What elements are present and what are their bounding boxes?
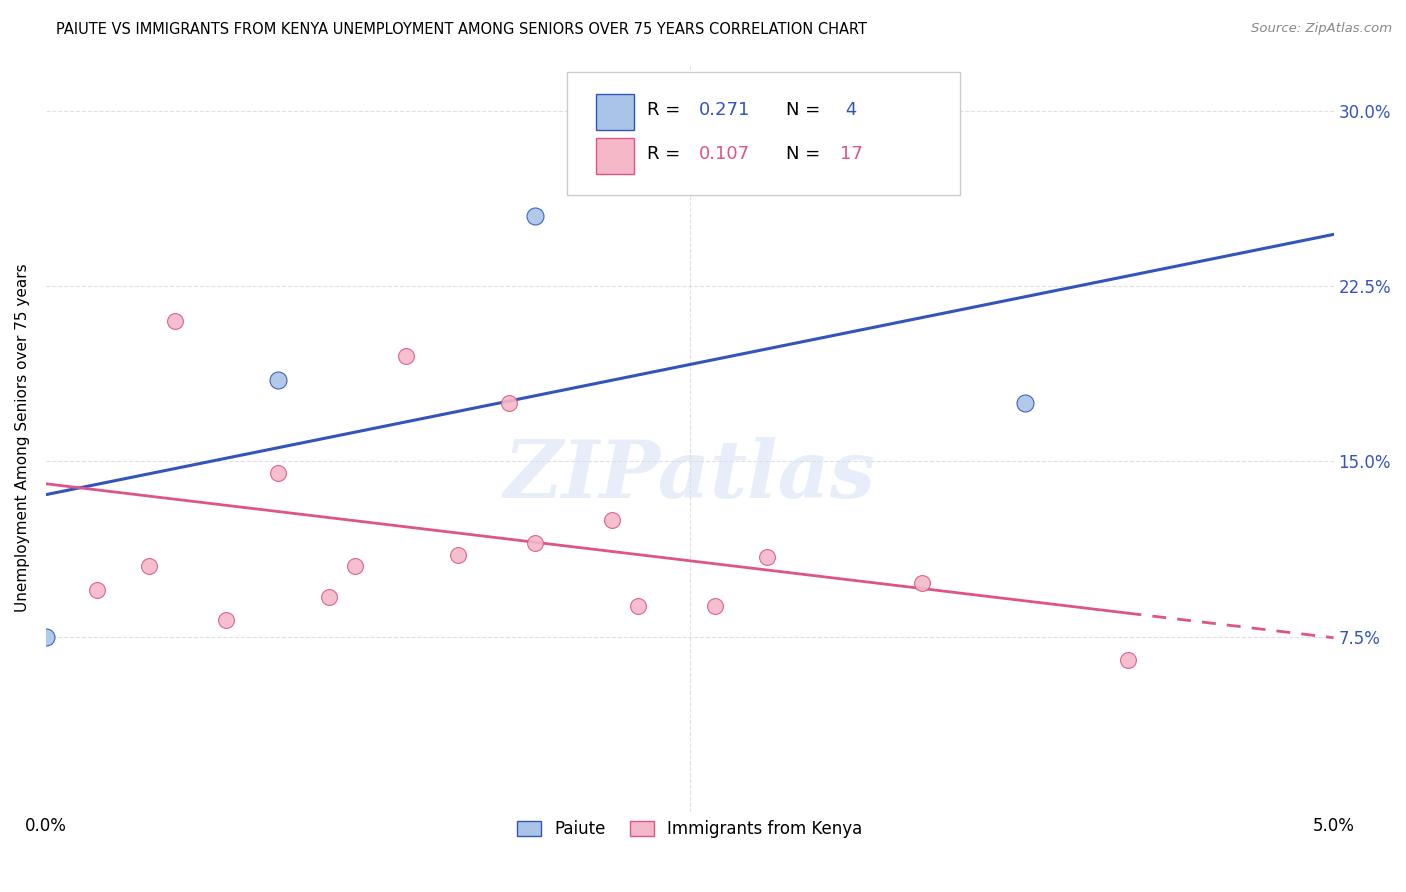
Point xyxy=(86,582,108,597)
Point xyxy=(524,536,547,550)
Point xyxy=(163,314,186,328)
Point xyxy=(1014,396,1036,410)
Point xyxy=(498,396,520,410)
Point xyxy=(910,575,932,590)
Point xyxy=(267,466,290,480)
Point xyxy=(267,372,290,386)
Point xyxy=(138,559,160,574)
Point xyxy=(318,590,340,604)
Text: 17: 17 xyxy=(841,145,863,163)
Point xyxy=(524,209,547,223)
Bar xyxy=(596,138,634,174)
Y-axis label: Unemployment Among Seniors over 75 years: Unemployment Among Seniors over 75 years xyxy=(15,264,30,612)
Point xyxy=(215,613,238,627)
Text: 4: 4 xyxy=(841,101,858,120)
FancyBboxPatch shape xyxy=(568,71,960,195)
Text: Source: ZipAtlas.com: Source: ZipAtlas.com xyxy=(1251,22,1392,36)
Point xyxy=(756,550,779,565)
Text: ZIPatlas: ZIPatlas xyxy=(503,436,876,514)
Text: R =: R = xyxy=(647,145,686,163)
Text: R =: R = xyxy=(647,101,686,120)
Text: PAIUTE VS IMMIGRANTS FROM KENYA UNEMPLOYMENT AMONG SENIORS OVER 75 YEARS CORRELA: PAIUTE VS IMMIGRANTS FROM KENYA UNEMPLOY… xyxy=(56,22,868,37)
Point xyxy=(35,630,58,644)
Text: N =: N = xyxy=(786,101,827,120)
Point xyxy=(704,599,727,614)
Point xyxy=(627,599,650,614)
Text: 0.107: 0.107 xyxy=(699,145,749,163)
Point xyxy=(343,559,366,574)
Legend: Paiute, Immigrants from Kenya: Paiute, Immigrants from Kenya xyxy=(510,814,869,845)
Point xyxy=(1116,653,1139,667)
Bar xyxy=(596,94,634,130)
Point xyxy=(602,513,624,527)
Point xyxy=(395,349,418,363)
Point xyxy=(447,548,470,562)
Text: 0.271: 0.271 xyxy=(699,101,751,120)
Text: N =: N = xyxy=(786,145,827,163)
